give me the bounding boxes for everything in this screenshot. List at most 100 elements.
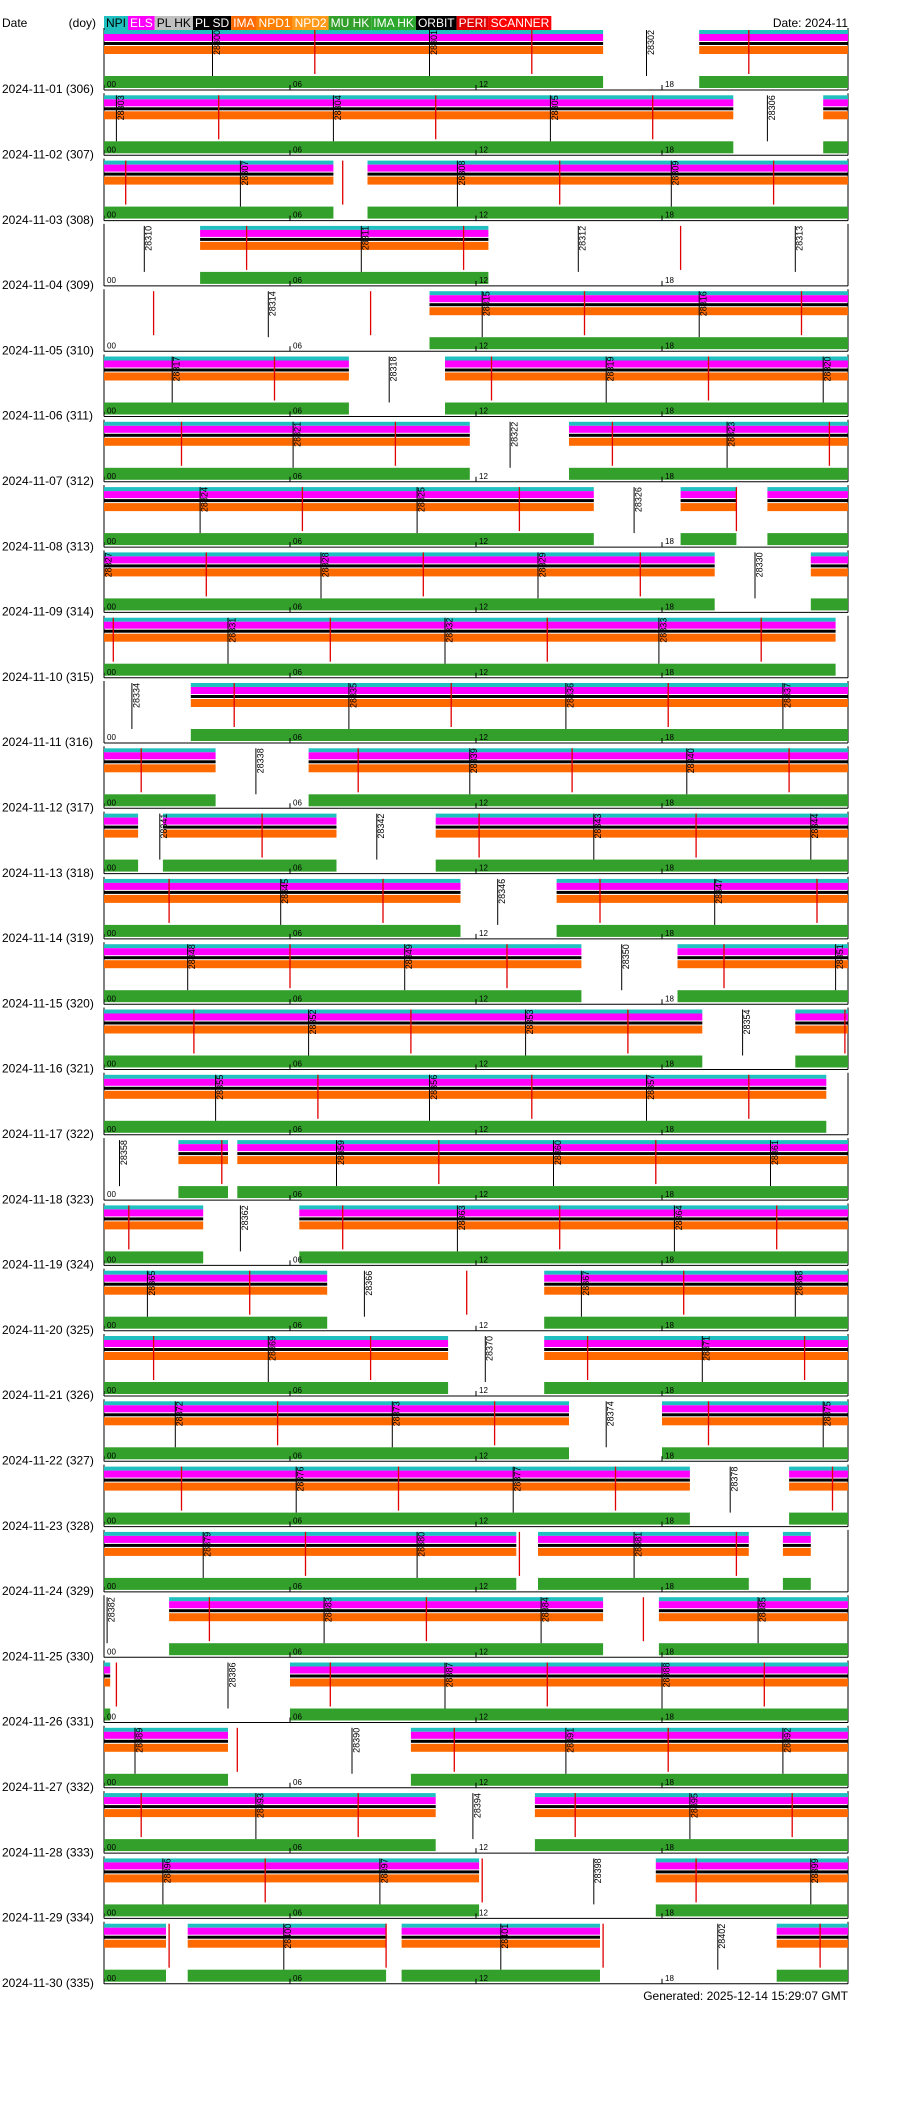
orbit-label: 28309 bbox=[671, 161, 681, 186]
x-tick-label: 12 bbox=[479, 864, 488, 873]
x-tick-label: 12 bbox=[479, 407, 488, 416]
x-tick-label: 06 bbox=[293, 1451, 302, 1460]
els-bar bbox=[104, 1209, 204, 1217]
x-tick-label: 12 bbox=[479, 276, 488, 285]
els-bar bbox=[556, 882, 848, 890]
day-label: 2024-11-19 (324) bbox=[2, 1258, 94, 1272]
orbit-label: 28314 bbox=[268, 291, 278, 316]
ima-bar bbox=[104, 1417, 569, 1426]
x-tick-label: 00 bbox=[107, 994, 116, 1003]
x-tick-label: 12 bbox=[479, 80, 488, 89]
orbit-label: 28352 bbox=[308, 1010, 318, 1035]
npi-bar bbox=[104, 1270, 328, 1275]
orbit-label: 28371 bbox=[702, 1336, 712, 1361]
els-bar bbox=[104, 164, 334, 172]
hk-bar bbox=[699, 76, 848, 88]
orbit-label: 28361 bbox=[770, 1140, 780, 1165]
hk-bar bbox=[104, 76, 604, 88]
x-tick-label: 06 bbox=[293, 603, 302, 612]
x-tick-label: 18 bbox=[665, 1843, 674, 1852]
orbit-label: 28334 bbox=[131, 683, 141, 708]
orbit-label: 28373 bbox=[392, 1401, 402, 1426]
ima-bar bbox=[445, 372, 848, 381]
els-bar bbox=[104, 882, 461, 890]
hk-bar bbox=[677, 990, 848, 1003]
ima-bar bbox=[429, 307, 848, 316]
x-tick-label: 00 bbox=[107, 798, 116, 807]
els-bar bbox=[534, 1797, 848, 1805]
day-label: 2024-11-02 (307) bbox=[2, 147, 94, 161]
x-tick-label: 06 bbox=[293, 1778, 302, 1787]
ima-bar bbox=[435, 829, 848, 838]
x-tick-label: 18 bbox=[665, 1582, 674, 1591]
x-tick-label: 00 bbox=[107, 1256, 116, 1265]
x-tick-label: 06 bbox=[293, 798, 302, 807]
pl-sd-line bbox=[538, 1543, 749, 1547]
els-bar bbox=[544, 1340, 848, 1347]
x-tick-label: 18 bbox=[665, 1713, 674, 1722]
els-bar bbox=[104, 948, 582, 956]
npi-bar bbox=[795, 1009, 848, 1014]
orbit-label: 28378 bbox=[730, 1467, 740, 1492]
hk-bar bbox=[104, 1773, 228, 1786]
ima-bar bbox=[104, 829, 139, 838]
pl-sd-line bbox=[308, 760, 849, 764]
x-tick-label: 18 bbox=[665, 929, 674, 938]
pl-sd-line bbox=[104, 1217, 204, 1221]
x-tick-label: 12 bbox=[479, 1909, 488, 1918]
npi-bar bbox=[308, 748, 849, 753]
ima-bar bbox=[569, 437, 848, 446]
x-tick-label: 00 bbox=[107, 1647, 116, 1656]
pl-sd-line bbox=[104, 107, 734, 111]
orbit-label: 28386 bbox=[227, 1663, 237, 1688]
x-tick-label: 06 bbox=[293, 1386, 302, 1395]
els-bar bbox=[658, 1601, 848, 1609]
els-bar bbox=[200, 229, 489, 237]
els-bar bbox=[290, 1666, 848, 1674]
pl-sd-line bbox=[655, 1870, 848, 1874]
hk-bar bbox=[104, 206, 334, 219]
orbit-label: 28342 bbox=[376, 814, 386, 839]
x-tick-label: 12 bbox=[479, 1582, 488, 1591]
orbit-label: 28358 bbox=[119, 1140, 129, 1165]
pl-sd-line bbox=[544, 1348, 848, 1351]
x-tick-label: 06 bbox=[293, 276, 302, 285]
ima-bar bbox=[658, 1613, 848, 1622]
orbit-label: 28343 bbox=[593, 814, 603, 839]
orbit-label: 28399 bbox=[810, 1858, 820, 1883]
els-bar bbox=[169, 1601, 604, 1609]
x-tick-label: 00 bbox=[107, 1517, 116, 1526]
hk-bar bbox=[104, 924, 461, 937]
pl-sd-line bbox=[534, 1805, 848, 1809]
pl-sd-line bbox=[190, 695, 849, 698]
legend-swatch bbox=[456, 16, 489, 32]
els-bar bbox=[178, 1144, 228, 1152]
x-tick-label: 06 bbox=[293, 1582, 302, 1591]
x-tick-label: 06 bbox=[293, 668, 302, 677]
hk-bar bbox=[544, 1382, 848, 1394]
orbit-label: 28315 bbox=[482, 291, 492, 316]
x-tick-label: 00 bbox=[107, 864, 116, 873]
day-label: 2024-11-08 (313) bbox=[2, 539, 94, 553]
x-tick-label: 18 bbox=[665, 537, 674, 546]
pl-sd-line bbox=[104, 760, 216, 764]
orbit-label: 28323 bbox=[726, 422, 736, 447]
pl-sd-line bbox=[556, 890, 848, 894]
hk-bar bbox=[104, 467, 470, 480]
x-tick-label: 18 bbox=[665, 341, 674, 350]
hk-bar bbox=[104, 1969, 166, 1982]
x-tick-label: 06 bbox=[293, 211, 302, 220]
npi-bar bbox=[104, 1336, 449, 1340]
orbit-label: 28364 bbox=[674, 1205, 684, 1230]
npi-bar bbox=[782, 1531, 811, 1536]
npi-bar bbox=[200, 225, 489, 230]
orbit-label: 28357 bbox=[646, 1075, 656, 1100]
orbit-label: 28381 bbox=[633, 1532, 643, 1557]
pl-sd-line bbox=[104, 1282, 328, 1286]
orbit-label: 28369 bbox=[268, 1336, 278, 1361]
pl-sd-line bbox=[699, 42, 848, 45]
hk-bar bbox=[237, 1186, 849, 1199]
x-tick-label: 12 bbox=[479, 798, 488, 807]
els-bar bbox=[162, 817, 337, 825]
x-tick-label: 00 bbox=[107, 537, 116, 546]
